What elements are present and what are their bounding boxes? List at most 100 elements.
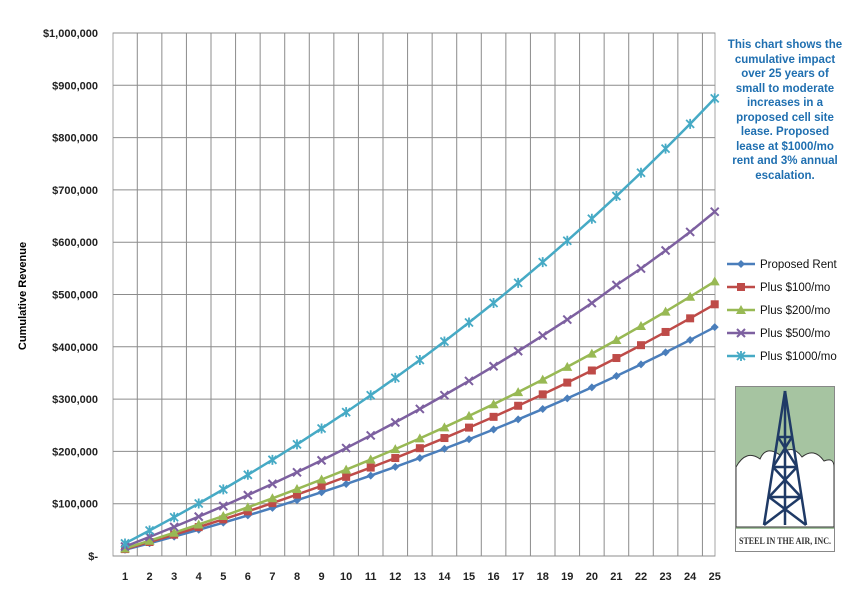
data-point	[242, 502, 253, 512]
chart-note: This chart shows the cumulative impact o…	[727, 39, 843, 182]
data-point	[415, 354, 425, 365]
legend-label: Plus $200/mo	[760, 305, 830, 317]
data-point	[563, 378, 572, 387]
data-point	[562, 314, 572, 325]
data-point	[611, 335, 622, 345]
data-point	[636, 263, 646, 274]
data-point	[169, 522, 179, 532]
data-point	[415, 404, 425, 414]
data-point	[415, 444, 424, 453]
data-point	[538, 405, 547, 414]
data-point	[316, 455, 327, 466]
x-tick-label: 13	[414, 571, 426, 583]
data-point	[391, 462, 400, 471]
data-point	[538, 390, 547, 399]
data-point	[611, 280, 622, 290]
data-point	[636, 321, 646, 331]
data-point	[464, 410, 474, 420]
gridlines	[113, 32, 715, 557]
data-point	[538, 257, 548, 268]
logo-tower	[762, 390, 808, 526]
data-point	[710, 300, 719, 309]
data-point	[120, 538, 130, 549]
y-tick-label: $300,000	[52, 394, 98, 406]
x-tick-label: 7	[269, 571, 275, 583]
y-tick-label: $900,000	[52, 80, 98, 92]
data-point	[562, 235, 572, 246]
data-point	[414, 433, 425, 443]
data-point	[169, 527, 180, 537]
legend-label: Plus $1000/mo	[760, 351, 837, 363]
data-point	[636, 167, 646, 178]
data-point	[612, 372, 621, 381]
x-tick-label: 18	[537, 571, 549, 583]
data-point	[439, 390, 450, 400]
data-point	[267, 493, 278, 503]
data-point	[686, 314, 695, 323]
x-tick-label: 19	[561, 571, 573, 583]
x-tick-label: 2	[147, 571, 153, 583]
data-point	[342, 480, 351, 489]
data-point	[366, 471, 375, 480]
data-point	[366, 430, 376, 441]
data-point	[587, 383, 596, 392]
y-tick-label: $-	[88, 551, 98, 563]
data-point	[513, 346, 523, 356]
data-point	[317, 481, 326, 490]
data-point	[292, 467, 302, 477]
data-point	[489, 425, 498, 434]
y-tick-label: $800,000	[52, 133, 98, 145]
data-point	[563, 394, 572, 403]
data-point	[587, 213, 597, 224]
data-point	[267, 479, 278, 489]
data-point	[390, 417, 400, 428]
legend-label: Plus $500/mo	[760, 328, 830, 340]
data-point	[218, 484, 228, 495]
data-point	[685, 227, 695, 237]
data-point	[514, 415, 523, 424]
x-tick-label: 15	[463, 571, 475, 583]
data-point	[391, 454, 400, 463]
x-tick-label: 5	[220, 571, 226, 583]
x-tick-label: 23	[659, 571, 671, 583]
data-point	[637, 360, 645, 369]
legend-marker	[736, 351, 746, 361]
data-point	[660, 306, 671, 316]
company-logo: STEEL IN THE AIR, INC.	[735, 386, 835, 552]
data-point	[439, 336, 450, 347]
data-point	[710, 323, 719, 332]
data-point	[464, 376, 474, 386]
series-3	[120, 207, 720, 552]
legend: Proposed Rent Plus $100/mo Plus $200/mo Plu…	[727, 259, 838, 363]
x-tick-label: 14	[438, 571, 451, 583]
data-point	[513, 277, 523, 288]
data-point	[489, 412, 498, 421]
data-point	[488, 399, 499, 409]
x-tick-label: 22	[635, 571, 647, 583]
x-tick-label: 6	[245, 571, 251, 583]
x-tick-label: 11	[365, 571, 377, 583]
legend-marker	[737, 260, 745, 268]
x-tick-label: 12	[389, 571, 401, 583]
legend-marker	[736, 328, 746, 338]
series-2	[120, 276, 720, 553]
data-point	[440, 444, 449, 453]
data-point	[366, 463, 375, 472]
data-point	[169, 512, 179, 523]
data-point	[562, 361, 573, 371]
data-point	[686, 335, 695, 344]
data-point	[194, 511, 204, 522]
legend-item-1: Plus $100/mo	[727, 282, 830, 294]
legend-item-3: Plus $500/mo	[727, 328, 830, 340]
x-tick-label: 1	[122, 571, 128, 583]
y-tick-label: $400,000	[52, 342, 98, 354]
data-point	[292, 484, 302, 494]
data-point	[710, 207, 720, 217]
data-point	[709, 276, 720, 286]
data-point	[465, 423, 473, 432]
data-point	[513, 387, 524, 397]
data-point	[390, 444, 401, 454]
y-axis-title: Cumulative Revenue	[17, 242, 29, 350]
data-point	[218, 511, 229, 521]
data-point	[660, 245, 671, 256]
